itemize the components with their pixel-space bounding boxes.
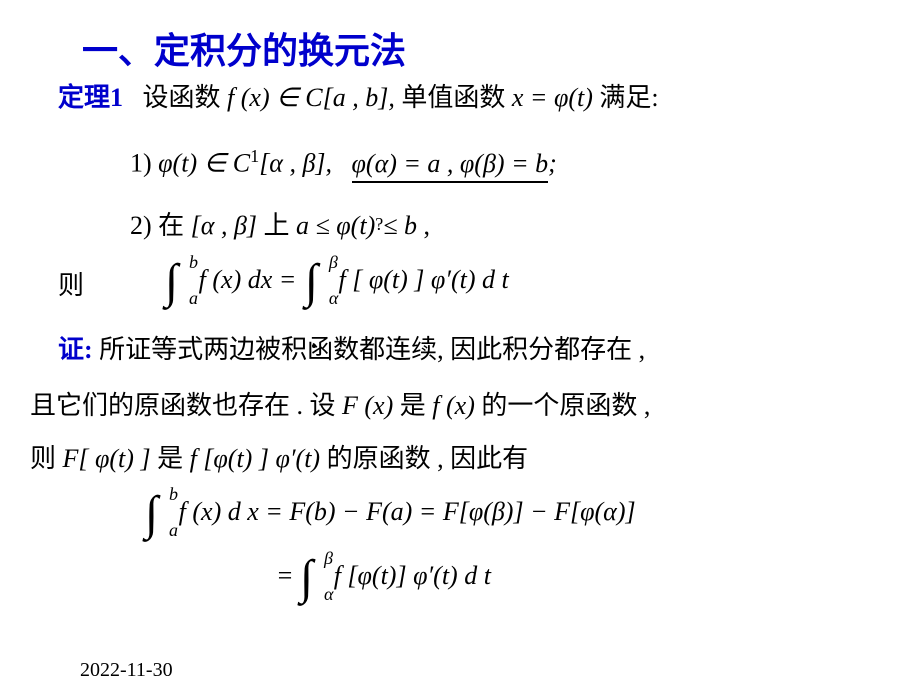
int-upper: β — [324, 548, 333, 570]
theorem-label: 定理1 — [58, 83, 123, 112]
math: F[ φ(t) ] — [63, 444, 151, 473]
int-lower: a — [189, 288, 198, 310]
slide-date: 2022-11-30 — [80, 659, 173, 682]
eq-sign: = — [276, 561, 294, 590]
integral-sign: ∫ β α — [300, 554, 313, 602]
integral-sign: ∫ β α — [305, 258, 318, 306]
math: φ(t) ∈ C — [158, 149, 250, 178]
cond1-line: 1) φ(t) ∈ C1[α , β], φ(α) = a , φ(β) = b… — [130, 146, 557, 183]
integrand: f (x) dx = — [199, 265, 297, 294]
proof-line2: 且它们的原函数也存在 . 设 F (x) 是 f (x) 的一个原函数 , — [30, 390, 650, 421]
proof-eq1: ∫ b a f (x) d x = F(b) − F(a) = F[φ(β)] … — [145, 490, 636, 538]
proof-eq2: = ∫ β α f [φ(t)] φ′(t) d t — [276, 554, 491, 602]
cond2-num: 2) 在 — [130, 211, 184, 240]
int-symbol: ∫ — [165, 255, 178, 308]
proof-line3: 则 F[ φ(t) ] 是 f [φ(t) ] φ′(t) 的原函数 , 因此有 — [30, 443, 528, 474]
integral-eq: ∫ b a f (x) dx = ∫ β α f [ φ(t) ] φ′(t) … — [165, 258, 509, 306]
int-lower: α — [329, 288, 338, 310]
section-title: 一、定积分的换元法 — [82, 22, 406, 74]
underlined-math: φ(α) = a , φ(β) = b — [352, 148, 549, 183]
math: ≤ b — [383, 211, 417, 240]
result-line: 则 — [58, 270, 84, 301]
int-symbol: ∫ — [300, 551, 313, 604]
text: ; — [548, 149, 557, 178]
text: 则 — [30, 444, 56, 473]
int-upper: β — [329, 252, 338, 274]
text: 是 — [400, 391, 426, 420]
text: 设函数 — [143, 83, 221, 112]
text: 2) 在 — [130, 211, 184, 240]
text: , — [424, 211, 431, 240]
text: 则 — [58, 271, 84, 300]
math: F (x) — [342, 391, 393, 420]
integrand: f (x) d x — [179, 497, 259, 526]
integral-sign: ∫ b a — [165, 258, 178, 306]
space — [339, 149, 346, 178]
text: 且它们的原函数也存在 . 设 — [30, 391, 336, 420]
math: f [φ(t) ] φ′(t) — [190, 444, 321, 473]
math: f (x) ∈ C[a , b], — [227, 83, 395, 112]
math: [α , β] — [191, 211, 257, 240]
int-upper: b — [189, 252, 198, 274]
int-symbol: ∫ — [145, 487, 158, 540]
text: 1) — [130, 149, 152, 178]
text: 上 — [264, 211, 290, 240]
theorem-line: 定理1 设函数 f (x) ∈ C[a , b], 单值函数 x = φ(t) … — [58, 82, 659, 113]
text: 的原函数 , 因此有 — [327, 444, 529, 473]
integrand: f [ φ(t) ] φ′(t) d t — [338, 265, 508, 294]
int-symbol: ∫ — [305, 255, 318, 308]
math: [α , β], — [259, 149, 332, 178]
text: 所证等式两边被积函数都连续, 因此积分都存在 , — [99, 335, 645, 364]
proof-label: 证: — [58, 335, 93, 364]
text: 的一个原函数 , — [481, 391, 650, 420]
text: 是 — [157, 444, 183, 473]
proof-line1: 证: 所证等式两边被积函数都连续, 因此积分都存在 , — [58, 334, 645, 365]
math: a ≤ φ(t) — [296, 211, 375, 240]
int-upper: b — [169, 484, 178, 506]
integral-sign: ∫ b a — [145, 490, 158, 538]
text: 单值函数 — [401, 83, 505, 112]
text: 满足: — [599, 83, 658, 112]
math: = F(b) − F(a) = F[φ(β)] − F[φ(α)] — [265, 497, 635, 526]
integrand: f [φ(t)] φ′(t) d t — [334, 561, 491, 590]
int-lower: α — [324, 584, 333, 606]
math: f (x) — [432, 391, 475, 420]
int-lower: a — [169, 520, 178, 542]
math: x = φ(t) — [512, 83, 593, 112]
superscript: 1 — [250, 146, 259, 166]
cond2-line: 2) 在 [α , β] 上 a ≤ φ(t)?≤ b , — [130, 210, 430, 241]
